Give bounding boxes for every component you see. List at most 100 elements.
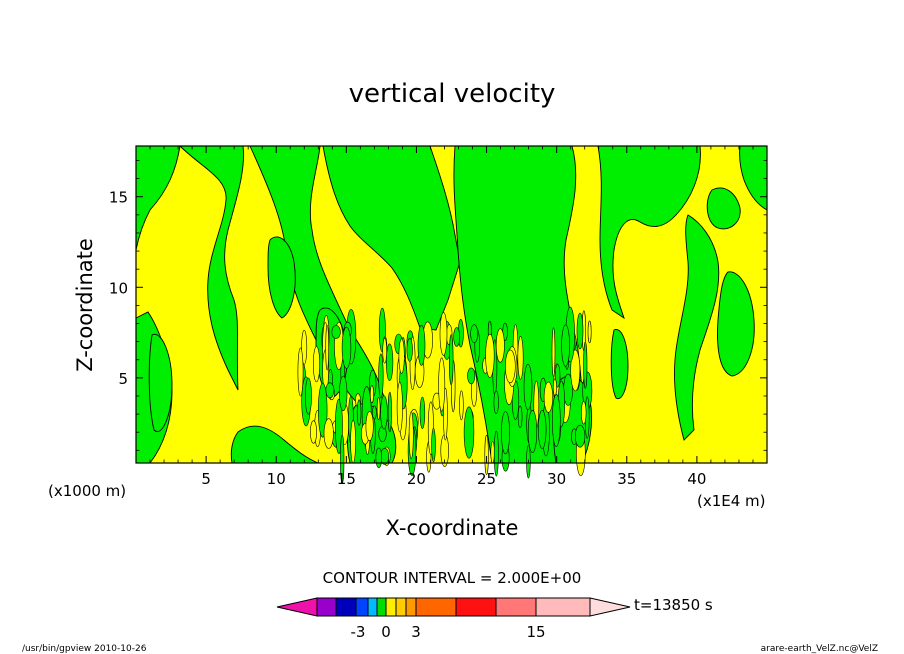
contour-speckle bbox=[350, 419, 356, 464]
contour-interval-label: CONTOUR INTERVAL = 2.000E+00 bbox=[323, 569, 582, 587]
contour-speckle bbox=[561, 324, 570, 367]
contour-speckle bbox=[580, 401, 587, 425]
contour-speckle bbox=[297, 347, 304, 397]
contour-speckle bbox=[325, 325, 330, 371]
contour-speckle bbox=[431, 427, 436, 463]
contour-speckle bbox=[334, 398, 343, 454]
green-contour-region bbox=[674, 214, 720, 441]
x-axis: 5 10 15 20 25 30 35 40 bbox=[149, 146, 754, 488]
contour-speckle bbox=[470, 324, 479, 344]
y-unit-note: (x1000 m) bbox=[48, 482, 126, 500]
contour-speckle bbox=[406, 337, 413, 362]
contour-speckle bbox=[438, 357, 446, 412]
colorbar-label: -3 bbox=[351, 623, 366, 641]
contour-speckle bbox=[372, 405, 377, 420]
contour-speckle bbox=[365, 411, 374, 442]
contour-speckle bbox=[382, 337, 388, 364]
contour-speckle bbox=[495, 328, 505, 363]
contour-speckle bbox=[527, 409, 538, 453]
contour-speckle bbox=[523, 363, 533, 411]
contour-speckle bbox=[459, 390, 464, 421]
contour-speckle bbox=[453, 327, 461, 347]
contour-speckle bbox=[419, 396, 426, 429]
green-contour-region bbox=[148, 333, 173, 433]
contour-speckle bbox=[551, 327, 556, 378]
contour-speckle bbox=[417, 324, 426, 366]
contour-speckle bbox=[551, 393, 561, 447]
contour-speckle bbox=[543, 381, 554, 413]
contour-speckle bbox=[501, 411, 510, 455]
contour-speckle bbox=[583, 341, 588, 389]
contour-speckle bbox=[325, 382, 335, 399]
contour-speckle bbox=[339, 375, 348, 412]
colorbar-label: 15 bbox=[526, 623, 545, 641]
green-contour-region bbox=[597, 145, 701, 320]
contour-speckle bbox=[552, 378, 557, 396]
contour-speckle bbox=[587, 320, 592, 344]
colorbar-segment bbox=[376, 597, 387, 617]
colorbar-labels: -3 0 3 15 bbox=[351, 623, 546, 641]
contour-speckle bbox=[504, 349, 516, 384]
colorbar-segment bbox=[535, 597, 591, 617]
contour-speckle bbox=[398, 338, 405, 374]
contour-speckle bbox=[467, 367, 476, 385]
contour-speckle bbox=[356, 399, 362, 426]
green-contour-region bbox=[706, 187, 741, 230]
x-axis-label: X-coordinate bbox=[386, 516, 519, 540]
green-contour-region bbox=[267, 236, 296, 319]
contour-speckle bbox=[312, 346, 320, 383]
contour-speckle bbox=[396, 381, 403, 433]
colorbar-left-arrow bbox=[276, 597, 318, 617]
green-contour-region bbox=[739, 145, 768, 211]
contour-speckle bbox=[463, 406, 475, 459]
contour-speckle bbox=[490, 441, 495, 464]
colorbar-segment bbox=[367, 597, 378, 617]
x-tick-label: 20 bbox=[407, 470, 426, 488]
colorbar bbox=[276, 597, 631, 617]
contour-speckle bbox=[375, 447, 383, 468]
contour-speckle bbox=[517, 335, 524, 380]
green-contour-region bbox=[230, 425, 319, 464]
contour-speckle bbox=[517, 405, 523, 428]
colorbar-segment bbox=[495, 597, 537, 617]
plot-area: 5 10 15 20 25 30 35 40 5 10 15 bbox=[109, 145, 768, 488]
green-contour-region bbox=[610, 329, 629, 400]
contour-speckle bbox=[341, 326, 352, 369]
colorbar-segment bbox=[395, 597, 407, 617]
contour-speckle bbox=[537, 409, 547, 449]
contour-speckle bbox=[574, 424, 586, 448]
contour-speckle bbox=[386, 343, 394, 382]
colorbar-label: 0 bbox=[381, 623, 391, 641]
x-tick-label: 10 bbox=[267, 470, 286, 488]
contour-speckle bbox=[380, 395, 388, 430]
contour-speckle bbox=[340, 434, 345, 484]
green-contour-region bbox=[178, 145, 244, 391]
contour-speckle bbox=[493, 430, 499, 477]
contour-speckle bbox=[449, 334, 454, 386]
colorbar-segment bbox=[455, 597, 497, 617]
colorbar-segment bbox=[385, 597, 397, 617]
contour-speckle bbox=[576, 312, 584, 350]
x-tick-label: 30 bbox=[547, 470, 566, 488]
contour-speckle bbox=[570, 349, 581, 392]
colorbar-segment bbox=[335, 597, 357, 617]
y-axis-label: Z-coordinate bbox=[73, 238, 97, 372]
contour-speckle bbox=[309, 420, 317, 444]
colorbar-segment bbox=[405, 597, 417, 617]
x-tick-label: 35 bbox=[617, 470, 636, 488]
contour-speckle bbox=[323, 418, 334, 449]
green-contour-region bbox=[135, 145, 181, 251]
x-tick-label: 25 bbox=[477, 470, 496, 488]
contour-speckle bbox=[493, 390, 499, 414]
x-tick-label: 5 bbox=[201, 470, 211, 488]
chart-title: vertical velocity bbox=[349, 79, 556, 109]
contour-speckle bbox=[378, 353, 384, 399]
y-tick-label: 15 bbox=[109, 189, 128, 207]
y-axis: 5 10 15 bbox=[109, 160, 767, 451]
contour-speckle bbox=[376, 397, 381, 420]
footer-right: arare-earth_VelZ.nc@VelZ bbox=[761, 644, 878, 654]
colorbar-segment bbox=[355, 597, 369, 617]
contour-speckle bbox=[369, 385, 374, 404]
green-contour-region bbox=[717, 271, 755, 377]
negative-velocity-regions bbox=[135, 145, 768, 484]
